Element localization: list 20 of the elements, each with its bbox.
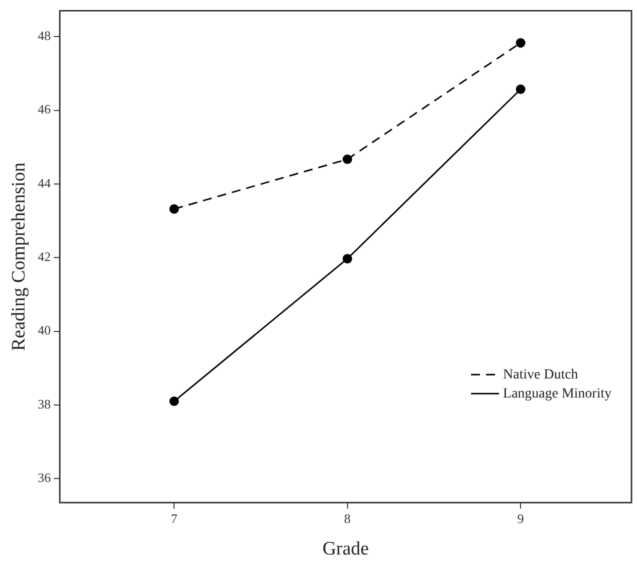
point — [342, 154, 352, 164]
legend-label: Language Minority — [503, 386, 612, 402]
point — [516, 38, 526, 48]
legend-label: Native Dutch — [503, 367, 578, 382]
y-tick-label: 36 — [38, 470, 52, 486]
x-tick-label: 8 — [344, 510, 351, 526]
point — [169, 396, 179, 406]
y-tick-label: 44 — [38, 175, 52, 190]
y-tick-label: 40 — [38, 322, 51, 338]
y-tick-label: 42 — [38, 249, 51, 264]
point — [169, 204, 179, 214]
x-tick-label: 9 — [517, 510, 524, 526]
point — [516, 84, 526, 94]
y-axis-title: Reading Comprehension — [8, 162, 30, 351]
x-tick-label: 7 — [170, 510, 178, 526]
point — [342, 254, 352, 264]
y-tick-label: 46 — [38, 102, 52, 117]
y-tick-label: 38 — [38, 396, 51, 412]
x-axis-title: Grade — [322, 538, 369, 560]
y-tick-label: 48 — [38, 28, 51, 44]
